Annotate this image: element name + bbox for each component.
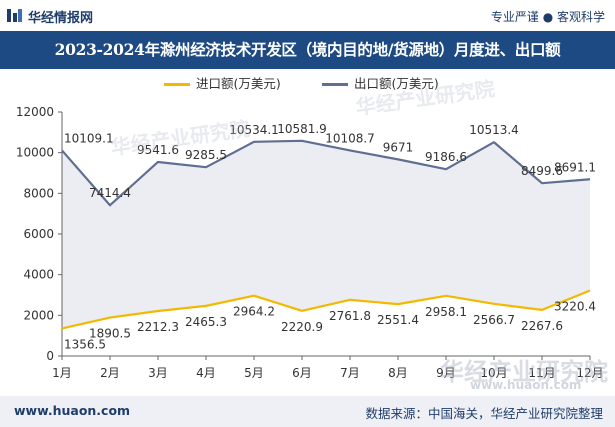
watermark: 华经产业研究院 bbox=[440, 358, 608, 386]
tagline: 专业严谨 ● 客观科学 bbox=[490, 10, 605, 24]
y-tick-label: 8000 bbox=[23, 186, 54, 200]
y-tick-label: 4000 bbox=[23, 268, 54, 282]
y-tick-label: 2000 bbox=[23, 308, 54, 322]
data-label-export: 10534.1 bbox=[229, 123, 279, 137]
series-line-import bbox=[61, 289, 591, 330]
data-label-export: 10108.7 bbox=[325, 131, 375, 145]
x-tick-label: 4月 bbox=[196, 366, 216, 380]
data-label-import: 2465.3 bbox=[185, 315, 227, 329]
data-label-export: 9671 bbox=[383, 140, 414, 154]
footer-bar: www.huaon.com 数据来源：中国海关，华经产业研究院整理 bbox=[0, 396, 615, 427]
y-tick-label: 0 bbox=[46, 349, 54, 363]
data-label-import: 2220.9 bbox=[281, 320, 323, 334]
data-label-export: 10109.1 bbox=[64, 131, 114, 145]
data-label-import: 2212.3 bbox=[137, 320, 179, 334]
x-tick-label: 6月 bbox=[292, 366, 312, 380]
data-label-export: 10513.4 bbox=[469, 123, 519, 137]
data-label-import: 2964.2 bbox=[233, 305, 275, 319]
title-bar: 2023-2024年滁州经济技术开发区（境内目的地/货源地）月度进、出口额 bbox=[0, 31, 615, 69]
footer-site: www.huaon.com bbox=[14, 403, 131, 418]
legend-label-export: 出口额(万美元) bbox=[354, 76, 439, 91]
chart-title: 2023-2024年滁州经济技术开发区（境内目的地/货源地）月度进、出口额 bbox=[54, 40, 561, 59]
x-tick-label: 2月 bbox=[100, 366, 120, 380]
watermark: www.huaon.com bbox=[470, 378, 582, 392]
data-label-import: 3220.4 bbox=[554, 300, 596, 314]
x-tick-label: 8月 bbox=[388, 366, 408, 380]
legend-label-import: 进口额(万美元) bbox=[196, 76, 281, 91]
y-tick-label: 6000 bbox=[23, 227, 54, 241]
x-tick-label: 9月 bbox=[436, 366, 456, 380]
x-tick-label: 10月 bbox=[480, 366, 507, 380]
series-gap-fill bbox=[62, 140, 590, 329]
data-label-export: 8691.1 bbox=[554, 160, 596, 174]
data-label-export: 10581.9 bbox=[277, 122, 327, 136]
data-label-import: 1356.5 bbox=[64, 337, 106, 351]
x-tick-label: 11月 bbox=[528, 366, 555, 380]
logo-icon bbox=[7, 9, 22, 22]
data-label-export: 9186.6 bbox=[425, 150, 467, 164]
top-bar: 华经情报网 专业严谨 ● 客观科学 bbox=[0, 0, 615, 30]
data-label-export: 8499.6 bbox=[521, 164, 563, 178]
x-tick-label: 7月 bbox=[340, 366, 360, 380]
data-label-import: 2958.1 bbox=[425, 305, 467, 319]
brand-name: 华经情报网 bbox=[28, 11, 94, 26]
data-label-import: 2566.7 bbox=[473, 313, 515, 327]
x-tick-label: 3月 bbox=[148, 366, 168, 380]
data-label-import: 1890.5 bbox=[89, 327, 131, 341]
data-label-import: 2267.6 bbox=[521, 319, 563, 333]
y-tick-label: 10000 bbox=[16, 146, 54, 160]
footer-source: 数据来源：中国海关，华经产业研究院整理 bbox=[365, 406, 603, 421]
x-tick-label: 5月 bbox=[244, 366, 264, 380]
legend-swatch-export bbox=[322, 83, 348, 86]
data-label-export: 9541.6 bbox=[137, 143, 179, 157]
x-tick-label: 1月 bbox=[52, 366, 72, 380]
x-tick-label: 12月 bbox=[576, 366, 603, 380]
data-label-export: 7414.4 bbox=[89, 186, 131, 200]
data-label-import: 2761.8 bbox=[329, 309, 371, 323]
chart-legend: 进口额(万美元) 出口额(万美元) bbox=[0, 74, 615, 94]
legend-swatch-import bbox=[164, 83, 190, 86]
data-label-import: 2551.4 bbox=[377, 313, 419, 327]
line-chart: 0 2000 4000 6000 8000 10000 12000 1月 2月 3月 4月 5月 6月 7… bbox=[16, 105, 604, 380]
data-label-export: 9285.5 bbox=[185, 148, 227, 162]
series-line-export bbox=[61, 139, 591, 207]
y-tick-label: 12000 bbox=[16, 105, 54, 119]
